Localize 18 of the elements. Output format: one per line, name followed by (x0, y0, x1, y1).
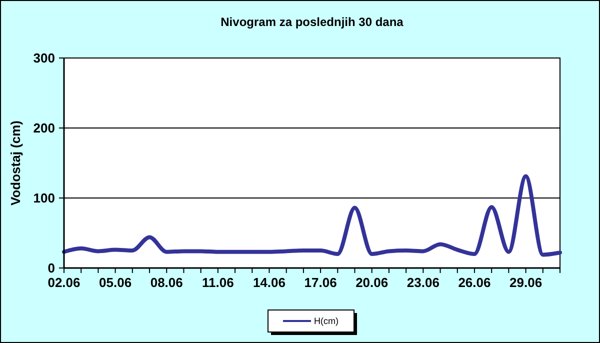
line-series (62, 174, 562, 257)
x-tick-label: 23.06 (406, 275, 440, 290)
x-tick-label: 02.06 (48, 275, 80, 290)
x-tick-label: 26.06 (458, 275, 491, 290)
legend-label: H(cm) (314, 316, 338, 326)
y-tick-label: 300 (33, 50, 55, 66)
chart-title: Nivogram za poslednjih 30 dana (220, 15, 404, 29)
x-tick-label: 17.06 (304, 275, 337, 290)
y-tick-label: 0 (48, 260, 55, 276)
y-axis-title: Vodostaj (cm) (8, 120, 23, 206)
x-tick-label: 05.06 (99, 275, 132, 290)
x-tick-label: 14.06 (252, 275, 286, 290)
y-tick-label: 100 (33, 190, 55, 206)
x-tick-label: 11.06 (202, 275, 234, 290)
x-tick-label: 29.06 (510, 275, 542, 290)
x-tick-label: 08.06 (150, 275, 183, 290)
x-tick-label: 20.06 (356, 275, 388, 290)
y-tick-label: 200 (33, 120, 55, 136)
